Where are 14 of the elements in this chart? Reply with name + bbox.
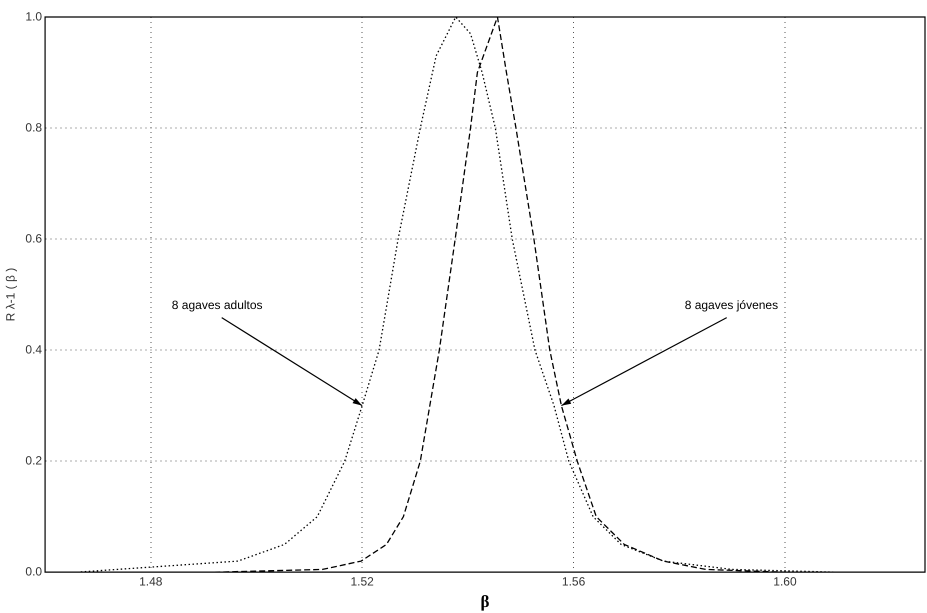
y-tick-label: 0.8 (25, 120, 42, 134)
y-tick-label: 0.6 (25, 231, 42, 246)
y-axis-title: R λ-1 ( β ) (4, 268, 18, 322)
y-tick-label: 1.0 (25, 9, 42, 24)
x-tick-label: 1.48 (139, 574, 163, 589)
y-tick-label: 0.4 (25, 342, 42, 356)
x-tick-label: 1.56 (562, 574, 586, 589)
annotation: 8 agaves adultos (172, 298, 263, 312)
x-tick-label: 1.52 (350, 574, 374, 589)
annotation: 8 agaves jóvenes (684, 298, 778, 312)
y-tick-label: 0.2 (25, 453, 42, 468)
x-tick-label: 1.60 (773, 574, 797, 589)
y-tick-label: 0.0 (25, 564, 42, 579)
x-axis-title: β (480, 592, 490, 612)
